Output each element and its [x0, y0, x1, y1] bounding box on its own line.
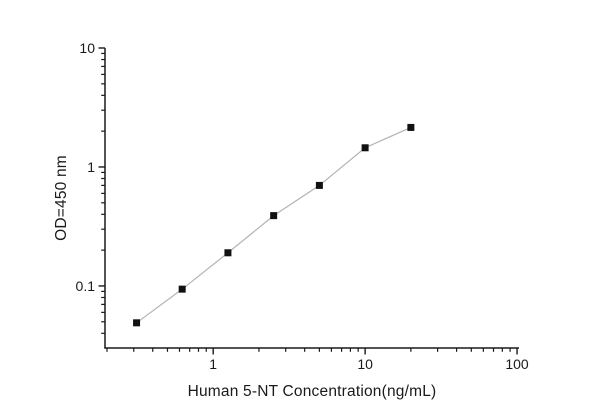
data-point-marker: [315, 181, 323, 189]
x-tick-label: 10: [357, 356, 373, 372]
data-point-marker: [133, 319, 141, 327]
x-axis-title: Human 5-NT Concentration(ng/mL): [187, 383, 437, 400]
data-point-marker: [361, 144, 369, 152]
series-line: [136, 126, 412, 324]
x-tick-label: 100: [505, 356, 529, 372]
data-point-marker: [407, 123, 415, 131]
data-point-marker: [224, 249, 232, 257]
data-point-marker: [178, 285, 186, 293]
y-tick-label: 0.1: [76, 278, 96, 294]
y-axis-title: OD=450 nm: [53, 155, 70, 241]
x-tick-label: 1: [209, 356, 217, 372]
y-tick-label: 10: [79, 40, 95, 56]
data-point-marker: [270, 212, 278, 220]
y-tick-label: 1: [87, 159, 95, 175]
